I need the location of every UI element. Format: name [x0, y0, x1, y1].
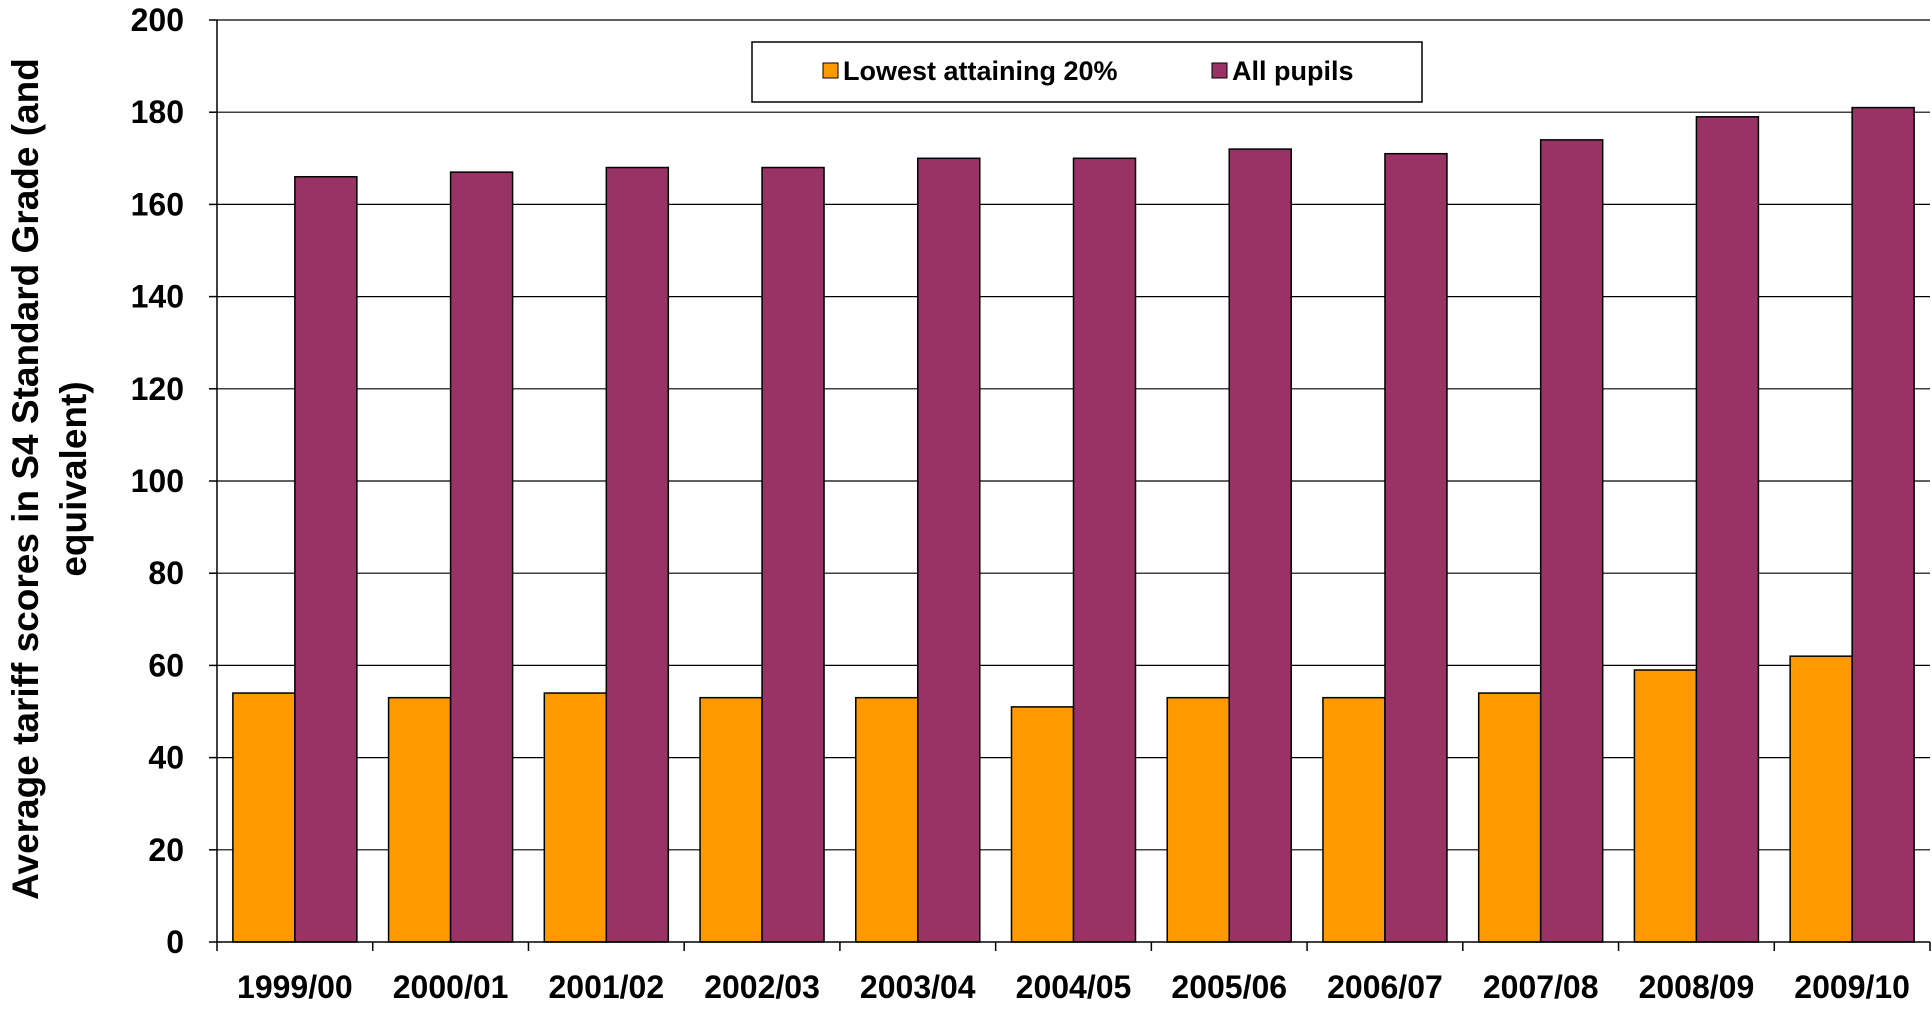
legend-label-lowest-attaining: Lowest attaining 20% [843, 56, 1118, 86]
y-tick-label: 100 [131, 463, 184, 499]
legend-label-all-pupils: All pupils [1232, 56, 1354, 86]
x-tick-labels: 1999/00 2000/01 2001/02 2002/03 2003/04 2004/… [237, 969, 1910, 1005]
bar-all-pupils [1541, 140, 1603, 942]
bar-all-pupils [762, 168, 824, 942]
y-tick-label: 40 [148, 740, 184, 776]
x-tick-label: 1999/00 [237, 969, 353, 1005]
bar-lowest-attaining [1012, 707, 1074, 942]
bar-lowest-attaining [233, 693, 295, 942]
bar-lowest-attaining [1790, 656, 1852, 942]
x-tick-label: 2000/01 [393, 969, 509, 1005]
y-tick-label: 180 [131, 94, 184, 130]
y-tick-label: 60 [148, 647, 184, 683]
y-tick-label: 20 [148, 832, 184, 868]
x-tick-label: 2009/10 [1794, 969, 1910, 1005]
bar-all-pupils [1385, 154, 1447, 942]
x-tick-label: 2008/09 [1639, 969, 1755, 1005]
bar-all-pupils [1074, 158, 1136, 942]
y-axis-label-line-2: equivalent) [53, 381, 94, 576]
y-tick-label: 80 [148, 555, 184, 591]
bar-all-pupils [606, 168, 668, 942]
y-tick-label: 120 [131, 371, 184, 407]
x-tick-label: 2001/02 [548, 969, 664, 1005]
x-tick-label: 2006/07 [1327, 969, 1443, 1005]
bar-all-pupils [1229, 149, 1291, 942]
bar-lowest-attaining [856, 698, 918, 942]
bar-lowest-attaining [1167, 698, 1229, 942]
bar-all-pupils [1852, 108, 1914, 942]
bar-all-pupils [295, 177, 357, 942]
bar-all-pupils [1696, 117, 1758, 942]
y-tick-label: 140 [131, 279, 184, 315]
bars [233, 108, 1914, 942]
bar-lowest-attaining [1634, 670, 1696, 942]
x-tick-label: 2004/05 [1016, 969, 1132, 1005]
bar-lowest-attaining [1323, 698, 1385, 942]
bar-lowest-attaining [1479, 693, 1541, 942]
bar-lowest-attaining [389, 698, 451, 942]
y-tick-labels: 0 20 40 60 80 100 120 140 160 180 200 [131, 2, 184, 960]
y-axis-label: Average tariff scores in S4 Standard Gra… [5, 58, 94, 900]
y-axis-label-line-1: Average tariff scores in S4 Standard Gra… [5, 58, 46, 900]
x-tick-label: 2007/08 [1483, 969, 1599, 1005]
y-tick-label: 200 [131, 2, 184, 38]
x-tick-label: 2003/04 [860, 969, 976, 1005]
y-tick-label: 160 [131, 186, 184, 222]
bar-lowest-attaining [544, 693, 606, 942]
legend: Lowest attaining 20% All pupils [752, 42, 1422, 102]
x-tick-label: 2005/06 [1171, 969, 1287, 1005]
bar-all-pupils [918, 158, 980, 942]
y-tick-label: 0 [166, 924, 184, 960]
x-tick-label: 2002/03 [704, 969, 820, 1005]
bar-all-pupils [451, 172, 513, 942]
bar-lowest-attaining [700, 698, 762, 942]
legend-swatch-all-pupils [1212, 63, 1227, 78]
legend-swatch-lowest-attaining [823, 63, 838, 78]
